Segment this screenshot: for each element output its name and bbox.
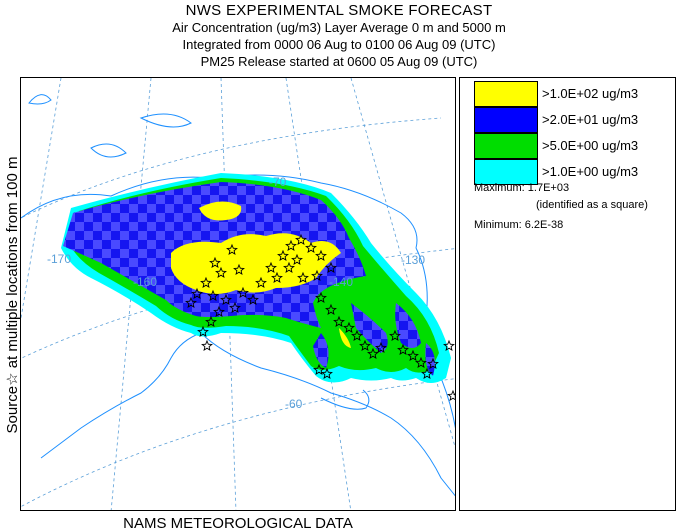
source-star-icon	[389, 329, 401, 341]
source-star-icon	[321, 367, 333, 379]
source-star-icon	[415, 356, 427, 368]
source-star-icon	[297, 271, 309, 283]
legend-row-yellow: >1.0E+02 ug/m3	[474, 81, 664, 107]
source-star-icon	[295, 233, 307, 245]
lon-label-170: -170	[47, 252, 71, 266]
lat-label-70: -70	[269, 175, 287, 189]
source-star-icon	[207, 289, 219, 301]
source-star-icon	[305, 241, 317, 253]
source-star-icon	[283, 261, 295, 273]
source-star-icon	[247, 293, 259, 305]
source-star-icon	[213, 305, 225, 317]
source-star-icon	[315, 249, 327, 261]
source-star-icon	[315, 291, 327, 303]
source-star-icon	[443, 339, 455, 351]
contour-yellow	[171, 233, 341, 294]
met-data-label: NAMS METEOROLOGICAL DATA	[123, 515, 353, 532]
source-star-icon	[197, 325, 209, 337]
source-star-icon	[237, 286, 249, 298]
source-star-icon	[229, 301, 241, 313]
source-star-icon	[427, 357, 439, 369]
source-star-icon	[277, 249, 289, 261]
lon-label-130: -130	[401, 253, 425, 267]
maximum-note: (identified as a square)	[536, 199, 648, 211]
source-star-icon	[407, 349, 419, 361]
legend-label-green: >5.0E+00 ug/m3	[542, 138, 639, 153]
minimum-value: Minimum: 6.2E-38	[474, 219, 564, 231]
maximum-value: Maximum: 1.7E+03	[474, 182, 570, 194]
source-star-icon	[209, 256, 221, 268]
legend-row-green: >5.0E+00 ug/m3	[474, 133, 664, 159]
concentration-subtitle: Air Concentration (ug/m3) Layer Average …	[172, 20, 506, 35]
legend-swatch-green	[474, 133, 538, 159]
map-canvas: -70 -170 -160 -140 -130 -60	[21, 78, 455, 510]
lon-label-160: -160	[133, 275, 157, 289]
source-star-icon	[201, 339, 213, 351]
source-star-icon	[359, 339, 371, 351]
source-star-icon	[271, 271, 283, 283]
source-star-icon	[200, 276, 212, 288]
coastline	[21, 94, 455, 497]
source-star-icon	[325, 261, 337, 273]
forecast-title: NWS EXPERIMENTAL SMOKE FORECAST	[185, 2, 493, 19]
smoke-map: -70 -170 -160 -140 -130 -60	[20, 77, 456, 511]
source-star-icon	[447, 389, 455, 401]
legend-swatch-blue	[474, 107, 538, 133]
integration-period: Integrated from 0000 06 Aug to 0100 06 A…	[182, 37, 496, 52]
graticule-labels: -70 -170 -160 -140 -130 -60	[47, 175, 425, 411]
legend-row-blue: >2.0E+01 ug/m3	[474, 107, 664, 133]
source-star-icon	[291, 253, 303, 265]
source-star-icon	[311, 269, 323, 281]
source-star-icon	[265, 261, 277, 273]
source-star-icon	[375, 341, 387, 353]
legend-row-cyan: >1.0E+00 ug/m3	[474, 159, 664, 185]
source-star-icon	[255, 276, 267, 288]
legend-swatch-yellow	[474, 81, 538, 107]
lon-label-140: -140	[329, 275, 353, 289]
source-star-icon	[343, 321, 355, 333]
legend-label-blue: >2.0E+01 ug/m3	[542, 112, 639, 127]
legend-panel: >1.0E+02 ug/m3 >2.0E+01 ug/m3 >5.0E+00 u…	[459, 77, 676, 511]
source-star-icon	[285, 239, 297, 251]
source-star-icon	[313, 363, 325, 375]
source-star-icon	[397, 343, 409, 355]
legend-label-cyan: >1.0E+00 ug/m3	[542, 164, 639, 179]
legend-swatch-cyan	[474, 159, 538, 185]
source-star-icon	[215, 266, 227, 278]
source-star-icon	[233, 263, 245, 275]
source-label: Source☆ at multiple locations from 100 m	[4, 156, 21, 434]
release-info: PM25 Release started at 0600 05 Aug 09 (…	[200, 54, 478, 69]
source-star-icon	[351, 329, 363, 341]
legend-label-yellow: >1.0E+02 ug/m3	[542, 86, 639, 101]
source-star-icon	[185, 296, 197, 308]
source-star-icon	[205, 315, 217, 327]
source-star-icon	[226, 243, 238, 255]
source-star-icon	[333, 315, 345, 327]
source-star-icon	[220, 293, 232, 305]
lat-label-60: -60	[285, 397, 303, 411]
source-markers	[185, 233, 455, 401]
smoke-plume	[61, 173, 451, 383]
source-star-icon	[367, 347, 379, 359]
source-star-icon	[325, 303, 337, 315]
source-star-icon	[191, 287, 203, 299]
source-star-icon	[421, 367, 433, 379]
